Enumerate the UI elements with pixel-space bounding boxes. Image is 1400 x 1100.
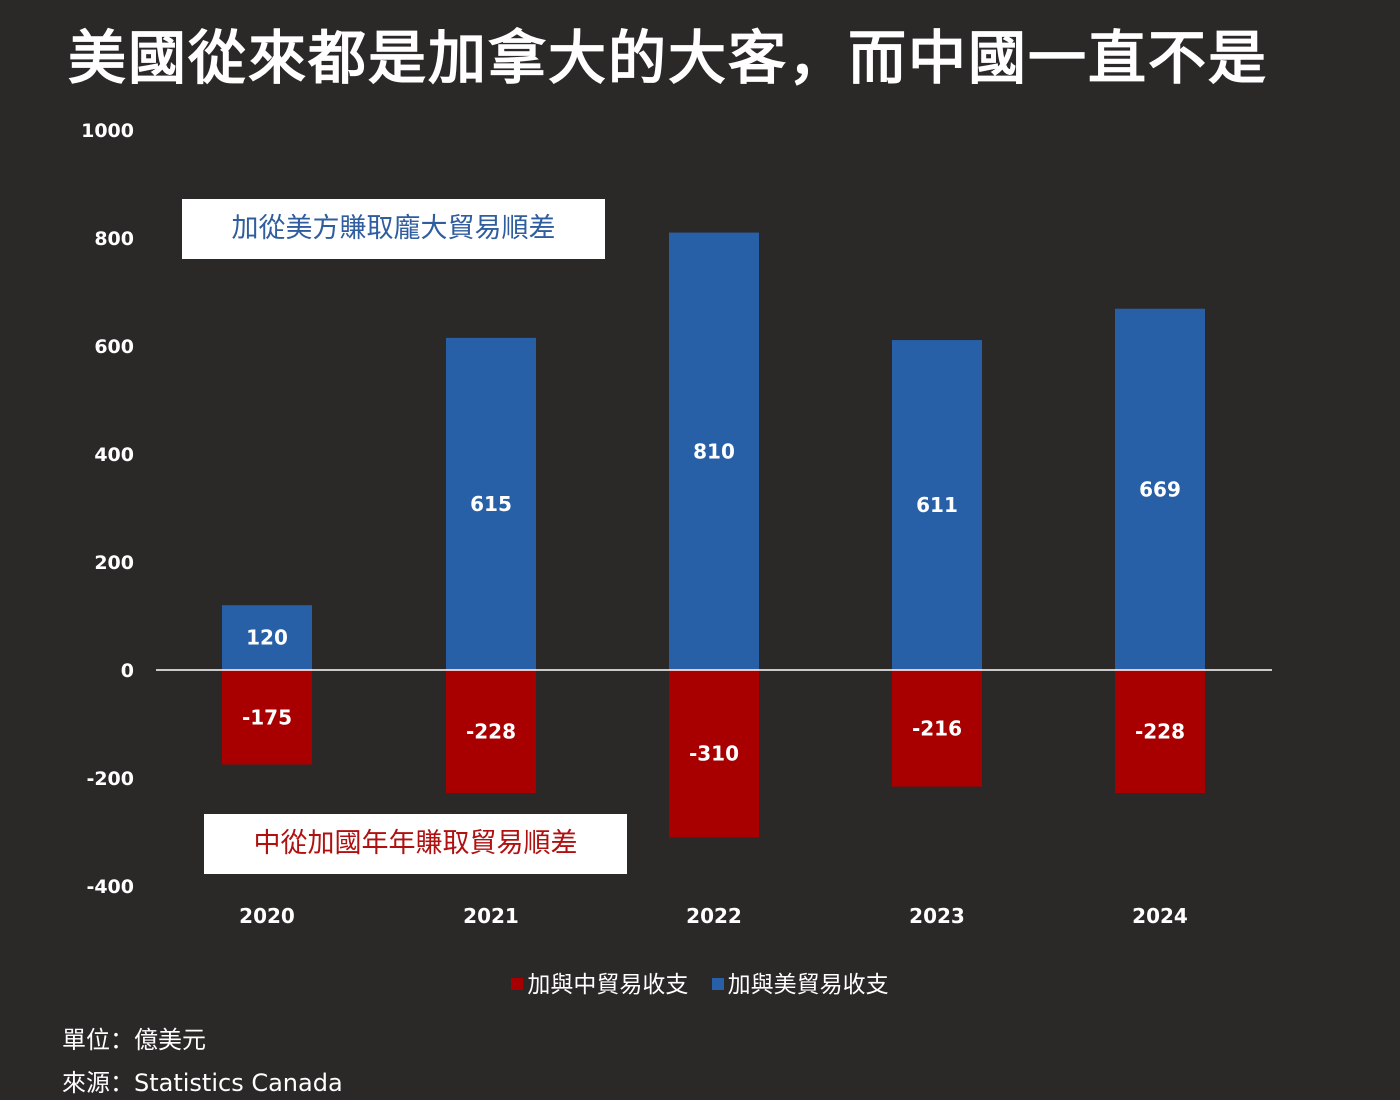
legend-item-china: 加與中貿易收支	[511, 965, 688, 999]
data-label-us-2022: 810	[693, 439, 735, 463]
data-label-china-2020: -175	[242, 705, 292, 729]
data-label-us-2024: 669	[1139, 477, 1181, 501]
x-tick-label: 2024	[1132, 904, 1188, 928]
y-tick-label: 200	[94, 552, 134, 574]
data-label-us-2021: 615	[470, 492, 512, 516]
data-label-china-2022: -310	[689, 742, 739, 766]
legend-label-us: 加與美貿易收支	[727, 972, 889, 998]
data-label-us-2020: 120	[246, 626, 288, 650]
bar-us-2023	[892, 340, 982, 670]
x-tick-label: 2021	[463, 904, 519, 928]
bar-us-2024	[1115, 308, 1205, 670]
legend-label-china: 加與中貿易收支	[527, 972, 689, 998]
china-surplus-annotation: 中從加國年年賺取貿易順差	[204, 814, 627, 874]
bar-china-2024	[1115, 670, 1205, 794]
x-tick-label: 2022	[686, 904, 742, 928]
chart-legend: 加與中貿易收支 加與美貿易收支	[0, 965, 1400, 999]
bar-china-2023	[892, 670, 982, 787]
x-tick-label: 2023	[909, 904, 965, 928]
legend-item-us: 加與美貿易收支	[711, 965, 889, 999]
bar-china-2021	[446, 670, 536, 794]
bars	[222, 232, 1205, 838]
legend-swatch-china	[511, 978, 524, 990]
y-tick-label: -200	[86, 768, 134, 790]
bar-china-2020	[222, 670, 312, 765]
y-tick-label: 800	[94, 228, 134, 250]
data-label-china-2023: -216	[912, 716, 962, 740]
data-label-china-2021: -228	[466, 720, 516, 744]
bar-china-2022	[669, 670, 759, 838]
legend-swatch-us	[711, 978, 724, 990]
data-label-us-2023: 611	[916, 493, 958, 517]
x-axis-labels: 2020 2021 2022 2023 2024	[239, 904, 1188, 928]
y-tick-label: -400	[86, 876, 134, 898]
page-title: 美國從來都是加拿大的大客，而中國一直不是	[68, 24, 1269, 92]
data-label-china-2024: -228	[1135, 720, 1185, 744]
y-tick-label: 1000	[81, 120, 134, 142]
y-tick-label: 0	[121, 660, 134, 682]
us-surplus-annotation: 加從美方賺取龐大貿易順差	[182, 199, 605, 259]
y-tick-label: 600	[94, 336, 134, 358]
data-labels: -175 -228 -310 -216 -228 120 615 810 611 669	[242, 439, 1185, 765]
source-note: 來源：Statistics Canada	[62, 1069, 343, 1097]
x-tick-label: 2020	[239, 904, 295, 928]
y-tick-label: 400	[94, 444, 134, 466]
bar-us-2022	[669, 232, 759, 670]
bar-us-2020	[222, 605, 312, 670]
y-axis-labels: 1000 800 600 400 200 0 -200 -400	[81, 120, 134, 898]
unit-note: 單位：億美元	[62, 1026, 206, 1054]
bar-us-2021	[446, 337, 536, 670]
